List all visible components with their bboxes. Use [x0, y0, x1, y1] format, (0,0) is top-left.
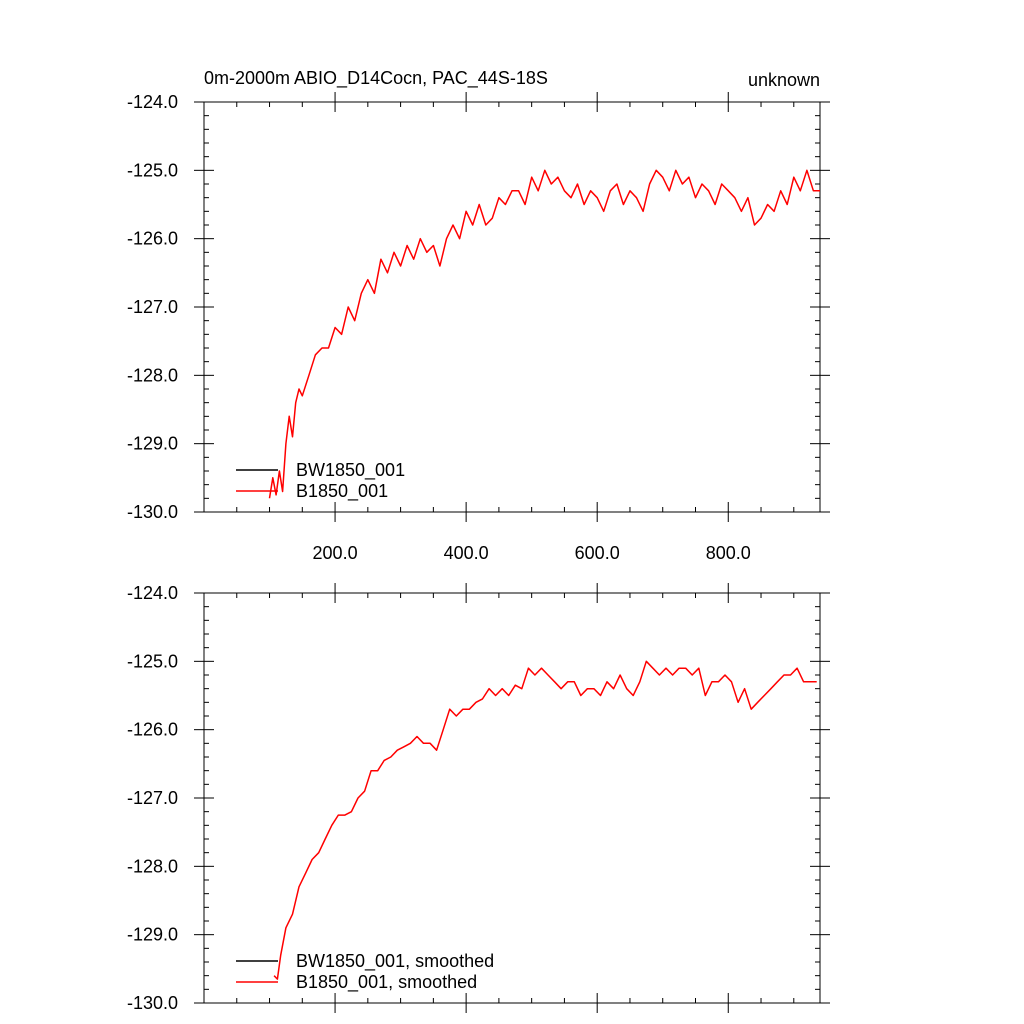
top-y-tick-label: -128.0 — [127, 365, 178, 385]
chart-subtitle-right: unknown — [748, 70, 820, 90]
bottom-plot-frame — [203, 592, 821, 1004]
top-y-tick-label: -130.0 — [127, 502, 178, 522]
chart-title: 0m-2000m ABIO_D14Cocn, PAC_44S-18S — [204, 68, 548, 89]
top-legend-label: BW1850_001 — [296, 460, 405, 481]
bottom-y-tick-label: -127.0 — [127, 788, 178, 808]
bottom-y-tick-label: -124.0 — [127, 583, 178, 603]
bottom-legend-label: B1850_001, smoothed — [296, 972, 477, 993]
top-y-tick-label: -127.0 — [127, 297, 178, 317]
bottom-legend-label: BW1850_001, smoothed — [296, 951, 494, 972]
top-x-tick-label: 600.0 — [575, 543, 620, 563]
bottom-y-tick-label: -130.0 — [127, 993, 178, 1013]
top-plot-frame — [203, 101, 821, 513]
top-x-tick-label: 400.0 — [444, 543, 489, 563]
top-x-tick-label: 200.0 — [313, 543, 358, 563]
top-legend-label: B1850_001 — [296, 481, 388, 502]
top-y-tick-label: -126.0 — [127, 229, 178, 249]
top-y-tick-label: -129.0 — [127, 434, 178, 454]
top-panel: 200.0 400.0 600.0 800.0 -124.0 -125.0 -126.0 -1… — [127, 92, 830, 563]
top-y-tick-label: -124.0 — [127, 92, 178, 112]
top-x-tick-label: 800.0 — [706, 543, 751, 563]
bottom-y-tick-label: -129.0 — [127, 925, 178, 945]
bottom-panel: -124.0 -125.0 -126.0 -127.0 -128.0 -129.0 -130… — [127, 583, 830, 1013]
bottom-y-tick-label: -128.0 — [127, 856, 178, 876]
bottom-y-tick-label: -126.0 — [127, 720, 178, 740]
bottom-y-tick-label: -125.0 — [127, 651, 178, 671]
bottom-series-line-1 — [273, 660, 817, 980]
top-series-line-1 — [268, 169, 820, 499]
top-y-tick-label: -125.0 — [127, 160, 178, 180]
